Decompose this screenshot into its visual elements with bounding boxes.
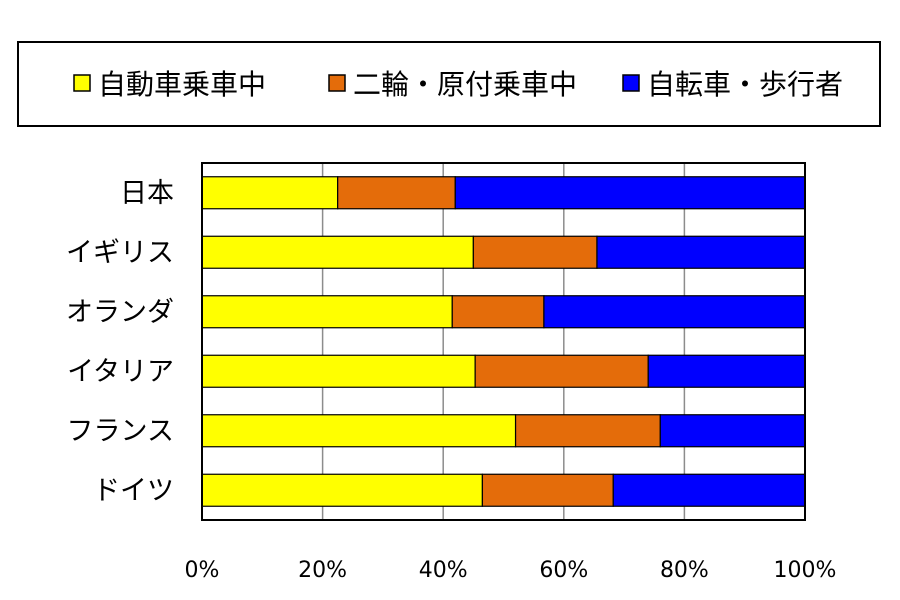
category-label-3: イタリア: [67, 356, 174, 387]
bar-5-1: [481, 473, 614, 507]
legend-item-1: 二輪・原付乗車中: [328, 68, 577, 101]
legend-label-1: 二輪・原付乗車中: [353, 68, 577, 101]
bar-2-0: [201, 295, 453, 329]
x-tick-label-2: 40%: [419, 558, 468, 583]
category-label-1: イギリス: [66, 237, 174, 268]
bar-0-0: [201, 176, 339, 210]
bar-1-1: [472, 235, 598, 269]
legend-label-0: 自動車乗車中: [98, 68, 266, 101]
plot-frame: [201, 162, 806, 521]
legend-item-0: 自動車乗車中: [73, 68, 266, 101]
category-label-0: 日本: [120, 178, 174, 209]
category-label-2: オランダ: [66, 297, 174, 328]
x-tick-label-3: 60%: [539, 558, 588, 583]
legend: 自動車乗車中 二輪・原付乗車中 自転車・歩行者: [17, 41, 881, 127]
category-label-5: ドイツ: [93, 475, 174, 506]
bar-5-2: [612, 473, 806, 507]
bar-0-2: [454, 176, 806, 210]
legend-label-2: 自転車・歩行者: [647, 68, 843, 101]
bar-3-2: [647, 354, 806, 388]
bar-1-0: [201, 235, 474, 269]
bar-5-0: [201, 473, 483, 507]
bar-4-0: [201, 414, 517, 448]
legend-swatch-1: [328, 74, 346, 92]
legend-swatch-2: [622, 74, 640, 92]
x-tick-label-0: 0%: [185, 558, 220, 583]
bar-3-0: [201, 354, 476, 388]
bar-4-2: [659, 414, 806, 448]
bar-0-1: [337, 176, 456, 210]
legend-item-2: 自転車・歩行者: [622, 68, 843, 101]
legend-box: [17, 41, 881, 127]
x-tick-label-5: 100%: [774, 558, 837, 583]
x-tick-label-1: 20%: [298, 558, 347, 583]
bar-2-1: [451, 295, 545, 329]
bar-2-2: [543, 295, 806, 329]
category-label-4: フランス: [67, 416, 174, 447]
bar-3-1: [474, 354, 649, 388]
x-tick-label-4: 80%: [660, 558, 709, 583]
bar-1-2: [596, 235, 806, 269]
legend-swatch-0: [73, 74, 91, 92]
bar-4-1: [514, 414, 661, 448]
